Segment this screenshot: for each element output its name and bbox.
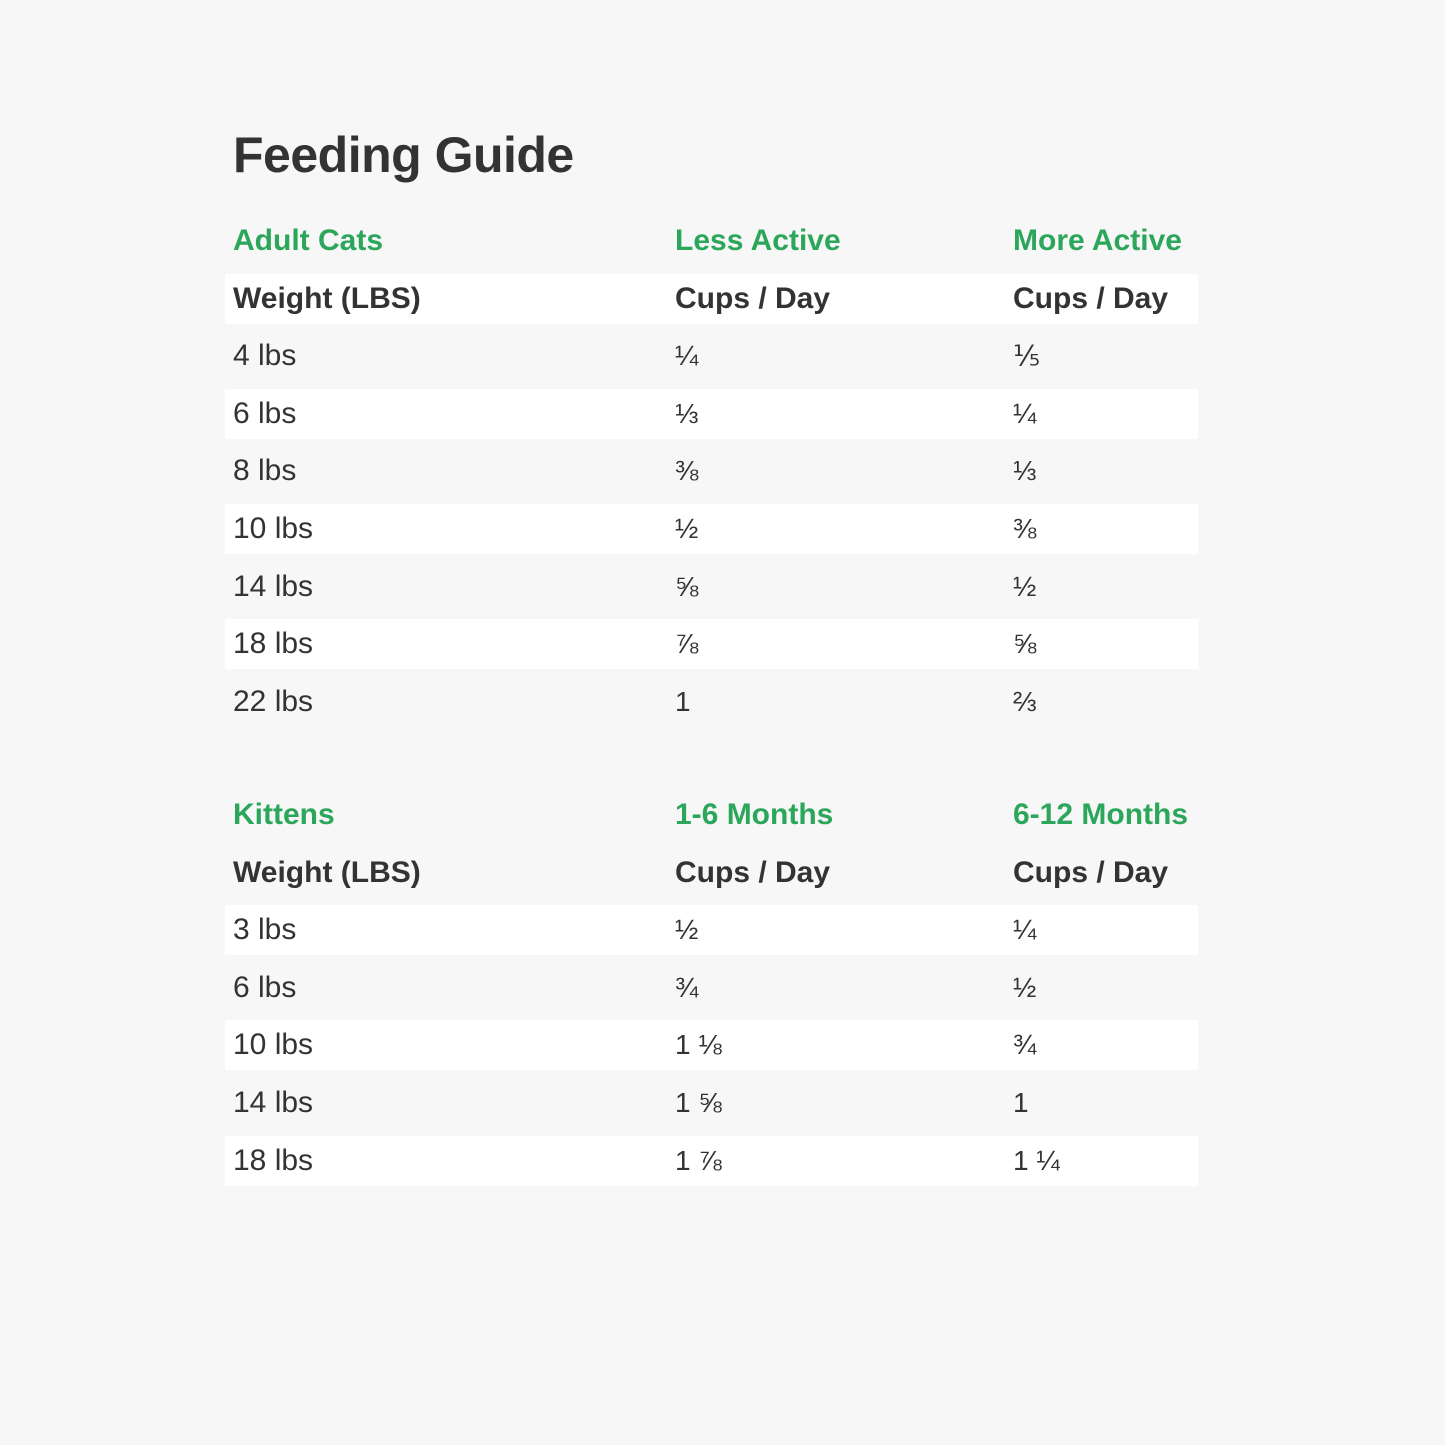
table-row-cell: 1 ⅞ — [675, 1144, 722, 1176]
table-row-cell: 6 lbs — [233, 970, 297, 1004]
page-title: Feeding Guide — [233, 127, 574, 183]
table-row-cell: ⅝ — [675, 570, 699, 602]
table-row: 18 lbs 1 ⅞ 1 ¼ — [225, 1135, 1198, 1186]
table-row: 3 lbs ½ ¼ — [225, 905, 1198, 956]
table-row-cell: 18 lbs — [233, 627, 314, 661]
table-row: 14 lbs 1 ⅝ 1 — [225, 1078, 1198, 1128]
table-row-cell: ½ — [675, 914, 699, 946]
table-row-cell: ⅜ — [1013, 512, 1037, 544]
table-row-cell: ⅕ — [1013, 340, 1041, 372]
table-row-cell: ½ — [1013, 971, 1037, 1003]
column-header-row: Weight (LBS) Cups / Day Cups / Day — [225, 848, 1198, 898]
table-row-cell: 6 lbs — [233, 396, 297, 430]
table-row-cell: 1 — [675, 685, 691, 717]
adult-cats-table: Adult Cats Less Active More Active Weight (… — [225, 216, 1198, 734]
column-header-row-cell: Cups / Day — [675, 281, 831, 315]
group-header-row-cell: Less Active — [675, 224, 841, 257]
table-row-cell: ⅞ — [675, 628, 699, 660]
column-header-row-cell: Cups / Day — [675, 855, 831, 889]
table-row: 6 lbs ⅓ ¼ — [225, 388, 1198, 439]
table-row-cell: 22 lbs — [233, 684, 314, 718]
table-row: 6 lbs ¾ ½ — [225, 963, 1198, 1013]
table-row-cell: ¾ — [1013, 1029, 1037, 1061]
table-row: 22 lbs 1 ⅔ — [225, 677, 1198, 727]
column-header-row-cell: Cups / Day — [1013, 855, 1169, 889]
table-row-cell: 10 lbs — [233, 1028, 314, 1062]
table-row-cell: ⅔ — [1013, 685, 1037, 717]
column-header-row-cell: Cups / Day — [1013, 281, 1169, 315]
table-row-cell: ¼ — [1013, 914, 1037, 946]
table-row-cell: 10 lbs — [233, 511, 314, 545]
table-row-cell: ½ — [675, 512, 699, 544]
table-row-cell: ⅓ — [1013, 455, 1037, 487]
table-row-cell: 1 ⅝ — [675, 1086, 722, 1118]
table-row-cell: ⅓ — [675, 397, 699, 429]
column-header-row-cell: Weight (LBS) — [233, 855, 421, 889]
table-row-cell: 4 lbs — [233, 339, 297, 373]
table-row-cell: ½ — [1013, 570, 1037, 602]
table-row-cell: 1 ¼ — [1013, 1144, 1060, 1176]
table-row-cell: 14 lbs — [233, 569, 314, 603]
table-row-cell: ⅝ — [1013, 628, 1037, 660]
table-row-cell: ¼ — [1013, 397, 1037, 429]
table-row-cell: 8 lbs — [233, 454, 297, 488]
group-header-row: Kittens 1-6 Months 6-12 Months — [225, 790, 1198, 840]
table-row-cell: ¾ — [675, 971, 699, 1003]
table-row: 10 lbs ½ ⅜ — [225, 503, 1198, 554]
table-row-cell: 14 lbs — [233, 1085, 314, 1119]
group-header-row-cell: More Active — [1013, 224, 1182, 257]
table-row-cell: 18 lbs — [233, 1143, 314, 1177]
table-row-cell: 3 lbs — [233, 913, 297, 947]
table-row-cell: 1 ⅛ — [675, 1029, 722, 1061]
table-row: 4 lbs ¼ ⅕ — [225, 331, 1198, 381]
table-row: 18 lbs ⅞ ⅝ — [225, 619, 1198, 670]
column-header-row-cell: Weight (LBS) — [233, 281, 421, 315]
table-row-cell: ⅜ — [675, 455, 699, 487]
group-header-row-cell: Adult Cats — [233, 224, 383, 257]
table-row-cell: ¼ — [675, 340, 699, 372]
table-row: 14 lbs ⅝ ½ — [225, 562, 1198, 612]
table-row: 8 lbs ⅜ ⅓ — [225, 446, 1198, 496]
group-header-row-cell: 6-12 Months — [1013, 798, 1189, 831]
table-row: 10 lbs 1 ⅛ ¾ — [225, 1020, 1198, 1071]
column-header-row: Weight (LBS) Cups / Day Cups / Day — [225, 273, 1198, 324]
table-row-cell: 1 — [1013, 1086, 1029, 1118]
group-header-row-cell: Kittens — [233, 798, 335, 831]
group-header-row: Adult Cats Less Active More Active — [225, 216, 1198, 266]
kittens-table: Kittens 1-6 Months 6-12 Months Weight (LBS)… — [225, 790, 1198, 1193]
group-header-row-cell: 1-6 Months — [675, 798, 834, 831]
